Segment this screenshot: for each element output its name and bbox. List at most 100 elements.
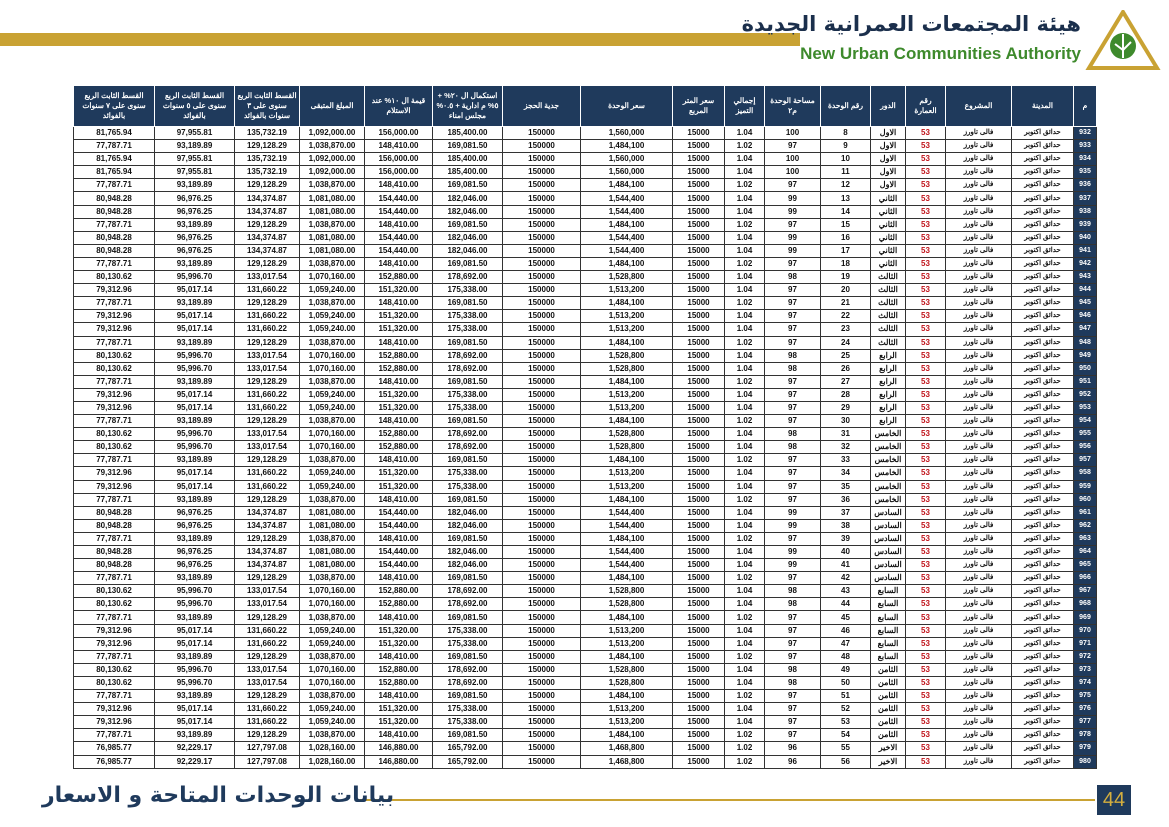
table-cell: 93,189.89 bbox=[154, 492, 235, 507]
table-cell: 30 bbox=[820, 414, 871, 429]
table-cell: 169,081.50 bbox=[432, 178, 503, 193]
table-cell: الثالث bbox=[870, 270, 906, 285]
table-cell: 97 bbox=[764, 466, 821, 481]
table-cell: 15000 bbox=[672, 623, 725, 638]
table-cell: 1,528,800 bbox=[580, 675, 673, 691]
table-cell: 80,130.62 bbox=[73, 584, 155, 599]
table-cell: 939 bbox=[1073, 217, 1097, 232]
table-cell: فالى تاورز bbox=[945, 649, 1012, 664]
table-cell: 93,189.89 bbox=[154, 689, 235, 704]
table-cell: 96 bbox=[764, 754, 821, 769]
table-cell: 1,484,100 bbox=[580, 178, 673, 193]
table-row: 952 حدائق اكتوبر فالى تاورز 53 الرابع 28 97 1.0… bbox=[73, 387, 1097, 402]
table-cell: 182,046.00 bbox=[432, 558, 503, 573]
table-row: 965 حدائق اكتوبر فالى تاورز 53 السادس 41 99 1.0… bbox=[73, 558, 1097, 573]
table-cell: 135,732.19 bbox=[234, 165, 300, 180]
table-row: 945 حدائق اكتوبر فالى تاورز 53 الثالث 21 97 1.0… bbox=[73, 296, 1097, 311]
table-cell: 165,792.00 bbox=[432, 754, 503, 769]
table-cell: 53 bbox=[905, 702, 946, 717]
table-cell: 971 bbox=[1073, 636, 1097, 651]
table-cell: 150000 bbox=[502, 361, 581, 376]
table-cell: 150000 bbox=[502, 505, 581, 520]
table-row: 949 حدائق اكتوبر فالى تاورز 53 الرابع 25 98 1.0… bbox=[73, 348, 1097, 363]
table-cell: 1,092,000.00 bbox=[299, 165, 365, 180]
table-cell: 169,081.50 bbox=[432, 689, 503, 704]
table-cell: 51 bbox=[820, 689, 871, 704]
table-cell: 43 bbox=[820, 584, 871, 599]
table-cell: 1,484,100 bbox=[580, 649, 673, 664]
table-cell: 1.02 bbox=[724, 178, 765, 193]
table-row: 962 حدائق اكتوبر فالى تاورز 53 السادس 38 99 1.0… bbox=[73, 518, 1097, 533]
table-cell: 131,660.22 bbox=[234, 322, 300, 337]
table-cell: 134,374.87 bbox=[234, 204, 300, 219]
table-cell: 97 bbox=[764, 400, 821, 416]
table-cell: 150000 bbox=[502, 531, 581, 547]
table-cell: 169,081.50 bbox=[432, 728, 503, 743]
table-cell: 15000 bbox=[672, 702, 725, 717]
table-cell: الرابع bbox=[870, 348, 906, 363]
page-number: 44 bbox=[1097, 785, 1131, 815]
table-cell: حدائق اكتوبر bbox=[1011, 518, 1074, 533]
table-cell: 178,692.00 bbox=[432, 270, 503, 285]
table-cell: 1,528,800 bbox=[580, 348, 673, 363]
table-cell: 77,787.71 bbox=[73, 374, 155, 389]
table-cell: الخامس bbox=[870, 440, 906, 455]
table-cell: 131,660.22 bbox=[234, 309, 300, 324]
table-cell: فالى تاورز bbox=[945, 256, 1012, 272]
column-header: المشروع bbox=[945, 85, 1012, 127]
table-cell: الثامن bbox=[870, 662, 906, 677]
table-cell: حدائق اكتوبر bbox=[1011, 689, 1074, 704]
table-cell: 53 bbox=[905, 152, 946, 167]
table-cell: حدائق اكتوبر bbox=[1011, 544, 1074, 560]
table-cell: 1,059,240.00 bbox=[299, 400, 365, 416]
table-cell: 98 bbox=[764, 597, 821, 612]
table-cell: 152,880.00 bbox=[364, 675, 433, 691]
table-row: 977 حدائق اكتوبر فالى تاورز 53 الثامن 53 97 1.0… bbox=[73, 715, 1097, 730]
table-cell: 53 bbox=[905, 531, 946, 547]
table-cell: 1,028,160.00 bbox=[299, 754, 365, 769]
table-row: 956 حدائق اكتوبر فالى تاورز 53 الخامس 32 98 1.0… bbox=[73, 440, 1097, 455]
table-cell: 1.04 bbox=[724, 518, 765, 533]
table-cell: فالى تاورز bbox=[945, 623, 1012, 638]
table-cell: 1.04 bbox=[724, 584, 765, 599]
table-cell: 15000 bbox=[672, 178, 725, 193]
table-cell: السادس bbox=[870, 505, 906, 520]
table-cell: 151,320.00 bbox=[364, 479, 433, 494]
table-cell: 1,513,200 bbox=[580, 322, 673, 337]
table-cell: 134,374.87 bbox=[234, 518, 300, 533]
table-cell: 150000 bbox=[502, 139, 581, 154]
table-cell: فالى تاورز bbox=[945, 374, 1012, 389]
table-cell: الرابع bbox=[870, 374, 906, 389]
table-cell: 15000 bbox=[672, 492, 725, 507]
table-cell: 151,320.00 bbox=[364, 636, 433, 651]
table-cell: 15000 bbox=[672, 191, 725, 206]
table-cell: 152,880.00 bbox=[364, 348, 433, 363]
table-cell: 50 bbox=[820, 675, 871, 691]
table-cell: 129,128.29 bbox=[234, 374, 300, 389]
table-cell: 96,976.25 bbox=[154, 558, 235, 573]
table-cell: 148,410.00 bbox=[364, 178, 433, 193]
table-cell: 98 bbox=[764, 584, 821, 599]
table-cell: حدائق اكتوبر bbox=[1011, 741, 1074, 756]
table-cell: 96,976.25 bbox=[154, 505, 235, 520]
table-cell: فالى تاورز bbox=[945, 309, 1012, 324]
table-cell: 1,513,200 bbox=[580, 466, 673, 481]
table-cell: 133,017.54 bbox=[234, 675, 300, 691]
table-cell: 152,880.00 bbox=[364, 270, 433, 285]
table-cell: 53 bbox=[905, 623, 946, 638]
table-cell: 97 bbox=[764, 139, 821, 154]
table-cell: 77,787.71 bbox=[73, 531, 155, 547]
column-header: استكمال ال ٢٠% + ٥% م ادارية + ٠.٥% مجلس… bbox=[432, 85, 503, 127]
table-cell: الاول bbox=[870, 125, 906, 141]
column-header: المدينة bbox=[1011, 85, 1074, 127]
table-cell: 131,660.22 bbox=[234, 636, 300, 651]
table-cell: 150000 bbox=[502, 256, 581, 272]
column-header: رقم الوحدة bbox=[820, 85, 871, 127]
table-cell: 178,692.00 bbox=[432, 440, 503, 455]
table-cell: حدائق اكتوبر bbox=[1011, 662, 1074, 677]
table-cell: 935 bbox=[1073, 165, 1097, 180]
table-cell: 15000 bbox=[672, 675, 725, 691]
table-cell: الثالث bbox=[870, 322, 906, 337]
table-cell: 99 bbox=[764, 230, 821, 245]
table-cell: 53 bbox=[905, 217, 946, 232]
